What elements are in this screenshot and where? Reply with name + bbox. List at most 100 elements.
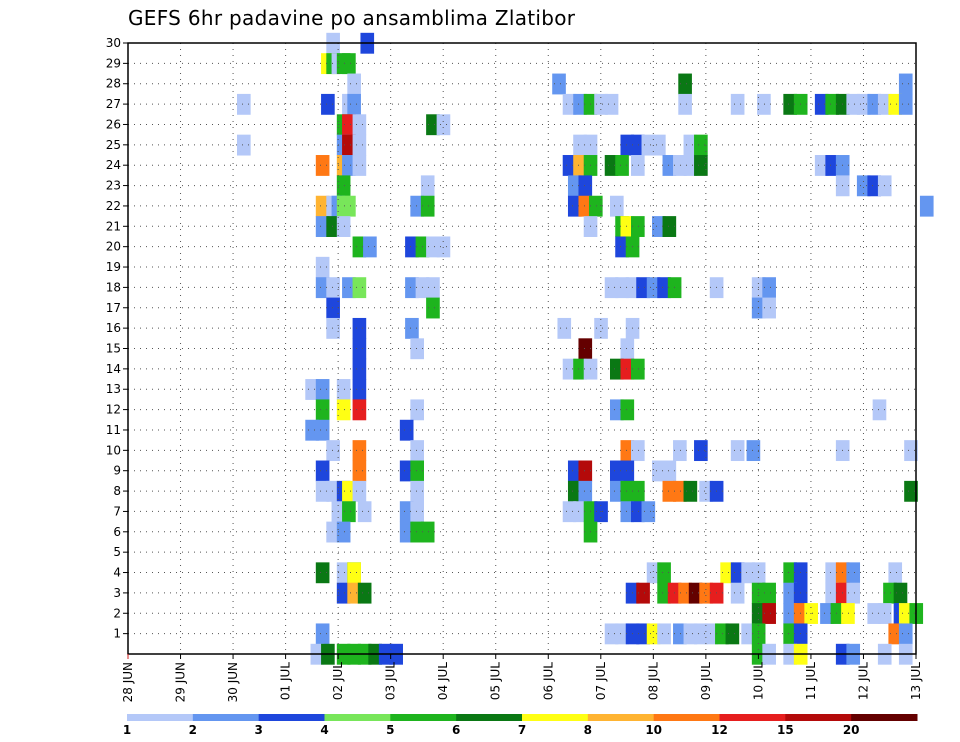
y-tick-label: 12 [106, 403, 121, 417]
y-tick-label: 3 [113, 586, 121, 600]
heat-cell [615, 623, 629, 645]
y-tick-label: 18 [106, 280, 121, 294]
x-tick-label: 06 JUL [541, 662, 555, 700]
heat-cell [867, 93, 882, 115]
y-tick-label: 13 [106, 382, 121, 396]
heat-cell [741, 562, 755, 584]
heat-cell [352, 155, 367, 176]
heat-cell [399, 501, 414, 523]
heat-cell [657, 277, 671, 299]
heat-cell [673, 155, 687, 176]
heat-cell [898, 73, 913, 95]
heat-cell [725, 623, 740, 645]
y-tick-label: 28 [106, 77, 121, 91]
heat-cell [315, 623, 330, 645]
heat-cell [594, 93, 608, 115]
heat-cell [762, 582, 776, 604]
heat-cell [825, 93, 840, 115]
heat-cell [573, 134, 587, 156]
heat-cell [336, 399, 351, 421]
heat-cell [326, 277, 340, 299]
legend-label: 4 [320, 723, 328, 737]
y-tick-label: 8 [113, 484, 121, 498]
legend-swatch [258, 714, 325, 721]
heat-cell [326, 440, 340, 462]
heat-cell [688, 582, 703, 604]
heat-cell [730, 440, 745, 462]
heat-cell [336, 379, 351, 400]
heat-cell [872, 399, 887, 421]
legend-label: 8 [584, 723, 592, 737]
heat-cell [342, 195, 356, 217]
heat-cell [631, 216, 645, 237]
heat-cell [420, 521, 435, 543]
heat-cell [573, 155, 587, 176]
y-tick-label: 30 [106, 36, 121, 50]
y-tick-label: 20 [106, 240, 121, 254]
x-axis: 28 JUN 29 JUN 30 JUN 01 JUL 02 JUL 03 JUL 04 J… [121, 654, 923, 702]
y-tick-label: 5 [113, 545, 121, 559]
heat-cell [846, 562, 861, 584]
heat-cell [683, 623, 698, 645]
heat-cell [646, 277, 661, 299]
heat-cell [825, 562, 840, 584]
heat-cell [888, 623, 903, 645]
heat-cell [657, 623, 671, 645]
y-tick-label: 16 [106, 321, 121, 335]
heat-cell [315, 277, 330, 299]
heat-cell [315, 216, 330, 237]
heat-cell [641, 501, 656, 523]
y-tick-label: 22 [106, 199, 121, 213]
legend-swatch [390, 714, 457, 721]
heat-cell [636, 277, 650, 299]
heat-cell [342, 480, 356, 502]
heat-cell [888, 93, 903, 115]
heat-cell [594, 317, 608, 339]
heat-cell [342, 501, 356, 523]
heat-cell [609, 480, 624, 502]
heat-cell [305, 419, 319, 441]
heat-cell [631, 134, 645, 156]
y-tick-label: 1 [113, 627, 121, 641]
heat-cell [820, 603, 834, 624]
heat-cell [326, 216, 340, 237]
heat-cell [720, 562, 734, 584]
heat-cell [783, 93, 797, 115]
heat-cell [352, 236, 367, 258]
legend-swatch [851, 714, 918, 721]
legend-swatch [127, 714, 194, 721]
heat-cell [604, 623, 619, 645]
heat-cell [342, 277, 356, 299]
heat-cell [352, 399, 367, 421]
legend-label: 10 [645, 723, 662, 737]
heat-cell [846, 582, 861, 604]
heat-cell [662, 155, 677, 176]
heat-cell [347, 93, 361, 115]
heat-cell [578, 460, 593, 482]
heat-cell [336, 216, 351, 237]
y-tick-label: 21 [106, 219, 121, 233]
heat-cell [825, 155, 840, 176]
heat-cell [704, 623, 719, 645]
heat-cell [694, 155, 708, 176]
y-tick-label: 19 [106, 260, 121, 274]
heat-cell [694, 134, 708, 156]
y-tick-label: 25 [106, 138, 121, 152]
heat-cell [856, 175, 871, 197]
heat-cell [357, 501, 372, 523]
heat-cell [426, 114, 440, 136]
heat-cell [604, 155, 619, 176]
heat-cell [420, 175, 435, 197]
legend-label: 1 [123, 723, 131, 737]
y-tick-label: 15 [106, 342, 121, 356]
heat-cell [673, 480, 687, 502]
y-tick-label: 27 [106, 97, 121, 111]
heat-cell [315, 379, 330, 400]
x-tick-label: 02 JUL [331, 662, 345, 700]
heat-cell [730, 562, 745, 584]
heat-cell [657, 562, 671, 584]
heat-cell [646, 562, 661, 584]
heat-cell [315, 195, 330, 217]
heat-cell [352, 480, 367, 502]
heat-cell [662, 460, 677, 482]
